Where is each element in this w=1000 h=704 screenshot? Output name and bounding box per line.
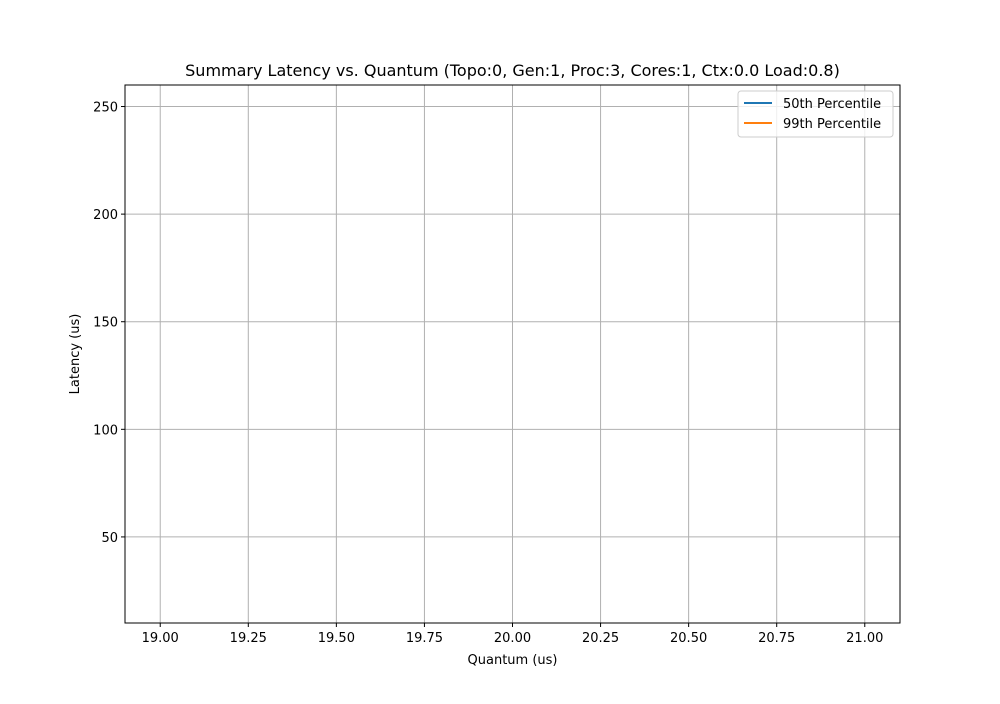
grid-layer (125, 85, 900, 623)
y-tick-label: 250 (93, 101, 118, 116)
x-tick-label: 21.00 (846, 631, 883, 646)
y-tick-label: 50 (101, 531, 118, 546)
y-tick-label: 150 (93, 316, 118, 331)
legend-entry-label: 99th Percentile (783, 117, 881, 132)
y-tick-label: 100 (93, 423, 118, 438)
tick-layer: 19.00 19.25 19.50 19.75 20.00 20.25 20.50 20.75… (93, 101, 883, 646)
x-tick-label: 20.50 (670, 631, 707, 646)
x-tick-label: 19.75 (406, 631, 443, 646)
y-tick-label: 200 (93, 208, 118, 223)
legend-entry-label: 50th Percentile (783, 97, 881, 112)
x-tick-label: 19.25 (230, 631, 267, 646)
x-tick-label: 19.50 (318, 631, 355, 646)
x-tick-label: 20.00 (494, 631, 531, 646)
x-tick-label: 19.00 (142, 631, 179, 646)
legend-box (737, 90, 894, 138)
x-axis-label: Quantum (us) (468, 653, 558, 668)
x-tick-label: 20.75 (758, 631, 795, 646)
x-tick-label: 20.25 (582, 631, 619, 646)
chart-title: Summary Latency vs. Quantum (Topo:0, Gen… (185, 61, 840, 80)
legend: 50th Percentile 99th Percentile (737, 90, 894, 138)
y-axis-label: Latency (us) (68, 314, 83, 395)
